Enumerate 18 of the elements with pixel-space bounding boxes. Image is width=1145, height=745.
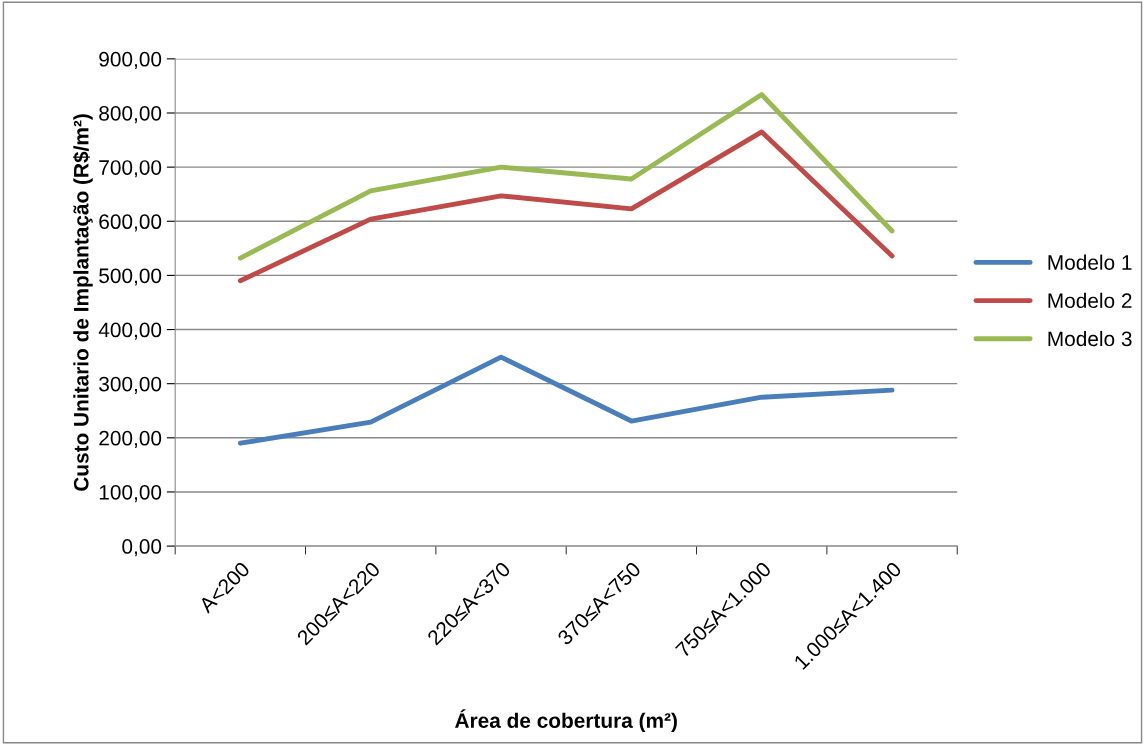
y-tick-label: 100,00 <box>99 484 162 503</box>
y-tick-label: 300,00 <box>99 376 162 394</box>
y-axis-title: Custo Unitario de Implantação (R$/m²) <box>72 114 93 491</box>
y-tick-label: 900,00 <box>99 51 162 70</box>
legend-label: Modelo 1 <box>1048 254 1132 270</box>
line-series <box>237 129 895 284</box>
y-tick-label: 400,00 <box>98 322 162 340</box>
legend-label: Modelo 2 <box>1048 292 1132 309</box>
y-tick-label: 600,00 <box>99 214 162 232</box>
legend-label: Modelo 3 <box>1048 330 1132 347</box>
line-series <box>237 92 895 261</box>
y-tick-label: 0,00 <box>122 539 162 557</box>
x-axis-title: Área de cobertura (m²) <box>455 709 677 733</box>
y-tick-label: 500,00 <box>99 268 162 286</box>
line-series <box>237 354 895 446</box>
y-tick-label: 200,00 <box>99 430 162 449</box>
y-tick-label: 800,00 <box>99 105 162 124</box>
y-tick-label: 700,00 <box>99 160 162 178</box>
